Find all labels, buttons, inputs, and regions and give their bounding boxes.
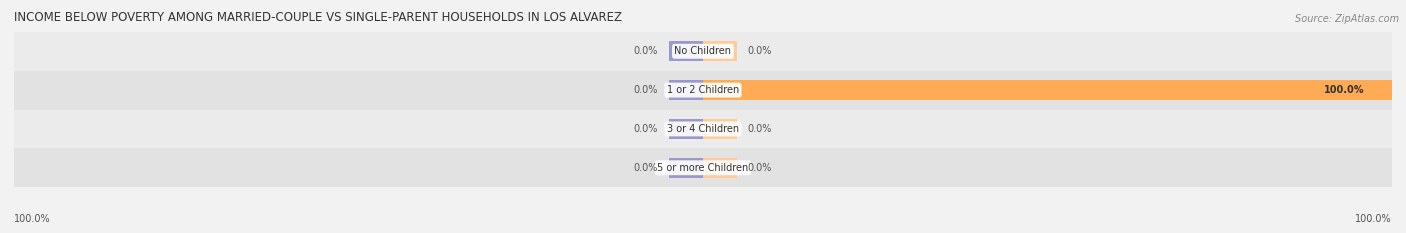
Bar [669,41,703,61]
Text: 0.0%: 0.0% [634,46,658,56]
Bar [703,80,1392,100]
Text: 100.0%: 100.0% [1324,85,1364,95]
Text: 100.0%: 100.0% [14,214,51,224]
Bar [14,32,1392,71]
Bar [14,110,1392,148]
Text: 0.0%: 0.0% [748,46,772,56]
Bar [14,148,1392,187]
Bar [703,41,738,61]
Text: 0.0%: 0.0% [748,163,772,173]
Bar [669,119,703,139]
Text: 0.0%: 0.0% [748,124,772,134]
Text: INCOME BELOW POVERTY AMONG MARRIED-COUPLE VS SINGLE-PARENT HOUSEHOLDS IN LOS ALV: INCOME BELOW POVERTY AMONG MARRIED-COUPL… [14,11,621,24]
Bar [669,80,703,100]
Text: 0.0%: 0.0% [634,85,658,95]
Text: 0.0%: 0.0% [634,124,658,134]
Bar [703,119,738,139]
Text: 5 or more Children: 5 or more Children [658,163,748,173]
Text: No Children: No Children [675,46,731,56]
Bar [14,71,1392,110]
Bar [669,158,703,178]
Text: 100.0%: 100.0% [1355,214,1392,224]
Text: Source: ZipAtlas.com: Source: ZipAtlas.com [1295,14,1399,24]
Text: 3 or 4 Children: 3 or 4 Children [666,124,740,134]
Text: 0.0%: 0.0% [634,163,658,173]
Text: 1 or 2 Children: 1 or 2 Children [666,85,740,95]
Bar [703,158,738,178]
